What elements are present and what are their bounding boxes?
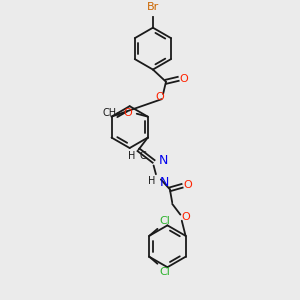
Text: O: O (179, 74, 188, 84)
Text: CH₃: CH₃ (103, 108, 121, 118)
Text: Br: Br (147, 2, 159, 12)
Text: C: C (140, 151, 147, 161)
Text: Cl: Cl (160, 267, 170, 277)
Text: H: H (128, 151, 135, 161)
Text: N: N (159, 154, 168, 167)
Text: H: H (148, 176, 155, 186)
Text: O: O (155, 92, 164, 102)
Text: O: O (123, 108, 132, 118)
Text: O: O (183, 180, 192, 190)
Text: N: N (160, 176, 169, 189)
Text: O: O (182, 212, 190, 222)
Text: Cl: Cl (160, 216, 170, 226)
